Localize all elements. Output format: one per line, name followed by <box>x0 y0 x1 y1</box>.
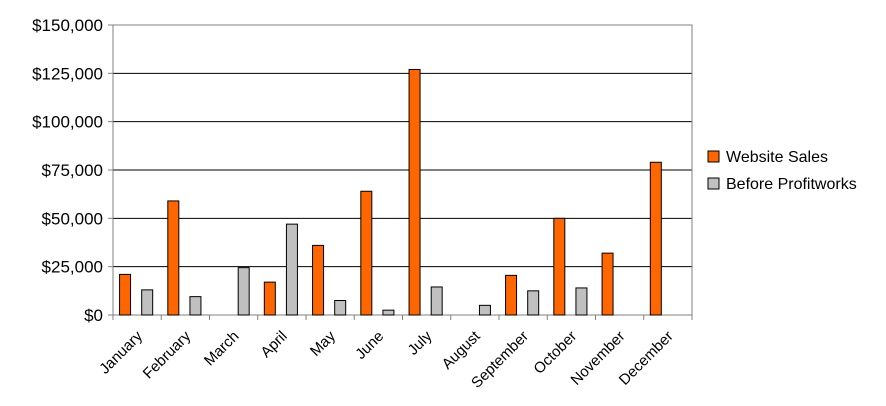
y-tick-label: $100,000 <box>32 113 103 132</box>
bars <box>119 68 662 316</box>
legend: Website Sales Before Profitworks <box>707 149 857 193</box>
bar-before-profitworks <box>237 267 250 316</box>
x-tick-label: May <box>307 327 339 359</box>
legend-swatch <box>707 150 720 163</box>
bar-website-sales <box>649 161 662 316</box>
gridlines <box>113 24 692 268</box>
bar-website-sales <box>408 68 421 316</box>
x-tick-label: July <box>405 327 436 358</box>
y-tick-label: $125,000 <box>32 64 103 83</box>
bar-website-sales <box>263 281 276 316</box>
bar-website-sales <box>167 200 180 316</box>
y-tick-label: $50,000 <box>42 209 103 228</box>
bar-website-sales <box>601 252 614 316</box>
bar-before-profitworks <box>141 289 154 316</box>
bar-before-profitworks <box>382 309 395 316</box>
bar-before-profitworks <box>285 223 298 316</box>
bar-website-sales <box>505 274 518 316</box>
legend-label: Before Profitworks <box>726 176 857 193</box>
y-tick-label: $25,000 <box>42 258 103 277</box>
legend-swatch <box>707 177 720 190</box>
x-tick-label: April <box>257 328 290 361</box>
x-tick-label: March <box>201 328 242 369</box>
bar-website-sales <box>360 190 373 316</box>
bar-before-profitworks <box>575 287 588 316</box>
bar-before-profitworks <box>334 300 347 316</box>
bar-website-sales <box>553 217 566 316</box>
x-tick-label: June <box>352 328 387 363</box>
bar-before-profitworks <box>430 286 443 316</box>
x-tick-label: August <box>439 327 485 373</box>
bar-before-profitworks <box>189 296 202 316</box>
y-tick-label: $150,000 <box>32 16 103 35</box>
bar-website-sales <box>119 273 132 316</box>
y-axis-tick-labels: $0 $25,000 $50,000 $75,000 $100,000 $125,000 $… <box>32 16 113 325</box>
y-tick-label: $0 <box>84 306 103 325</box>
y-tick-label: $75,000 <box>42 161 103 180</box>
x-tick-label: February <box>140 327 195 382</box>
x-tick-label: October <box>530 328 580 378</box>
bar-before-profitworks <box>478 304 491 316</box>
legend-label: Website Sales <box>726 149 828 166</box>
bar-before-profitworks <box>527 290 540 316</box>
bar-website-sales <box>312 244 325 316</box>
